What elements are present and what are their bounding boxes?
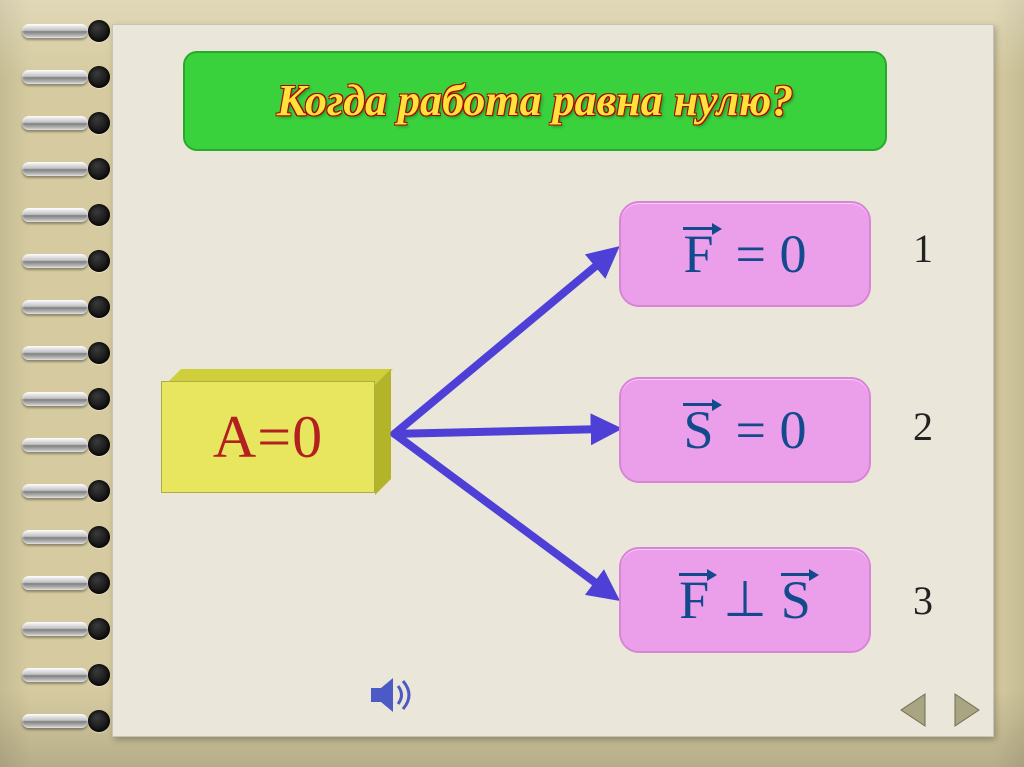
condition-text-1: F= 0 <box>683 223 806 285</box>
number-label-3: 3 <box>913 577 933 624</box>
condition-box-2: S= 0 <box>619 377 871 483</box>
title-box: Когда работа равна нулю? <box>183 51 887 151</box>
source-box-side <box>375 369 391 495</box>
source-box-front: A=0 <box>161 381 375 493</box>
source-box-label: A=0 <box>213 403 323 472</box>
paper-sheet: Когда работа равна нулю? A=0 F= 0 S= 0 F… <box>112 24 994 737</box>
spiral-binding <box>22 0 112 767</box>
condition-text-2: S= 0 <box>683 399 806 461</box>
source-box: A=0 <box>161 381 373 491</box>
next-button[interactable] <box>943 688 987 732</box>
title-text: Когда работа равна нулю? <box>277 78 793 124</box>
condition-box-1: F= 0 <box>619 201 871 307</box>
number-label-2: 2 <box>913 403 933 450</box>
number-label-1: 1 <box>913 225 933 272</box>
condition-text-3: F⊥S <box>679 569 811 631</box>
condition-box-3: F⊥S <box>619 547 871 653</box>
slide-page: Когда работа равна нулю? A=0 F= 0 S= 0 F… <box>0 0 1024 767</box>
sound-icon[interactable] <box>365 668 419 722</box>
prev-button[interactable] <box>893 688 937 732</box>
nav-buttons <box>893 688 987 732</box>
